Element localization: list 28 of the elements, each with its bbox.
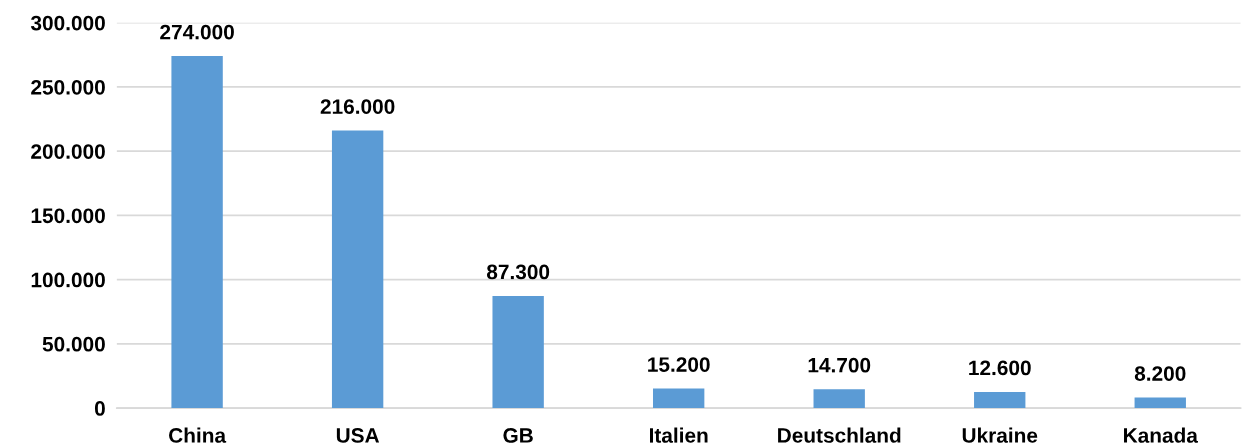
data-label: 12.600	[969, 360, 1031, 376]
x-tick-label: USA	[336, 428, 380, 443]
data-label: 8.200	[1134, 366, 1186, 381]
y-tick-label: 150.000	[31, 208, 105, 224]
bar	[492, 295, 544, 409]
data-label: 15.200	[648, 357, 710, 372]
x-tick-label: GB	[503, 428, 533, 443]
bar	[331, 130, 384, 409]
data-label: 274.000	[160, 24, 234, 40]
bar	[813, 389, 865, 409]
y-tick-label: 100.000	[31, 272, 105, 288]
bar	[171, 56, 223, 409]
data-label: 216.000	[320, 99, 395, 114]
y-tick-label: 300.000	[30, 15, 105, 31]
bar	[1134, 397, 1186, 409]
bar	[652, 388, 705, 409]
y-tick-label: 50.000	[42, 336, 105, 352]
bar	[974, 391, 1026, 409]
x-tick-label: Kanada	[1124, 427, 1199, 443]
x-tick-label: Italien	[649, 427, 708, 443]
y-tick-label: 200.000	[31, 144, 105, 159]
data-label: 14.700	[808, 357, 871, 373]
data-label: 87.300	[486, 264, 550, 280]
y-tick-label: 0	[94, 401, 105, 416]
x-tick-label: China	[169, 427, 227, 443]
y-tick-label: 250.000	[31, 79, 105, 95]
x-tick-label: Deutschland	[778, 427, 901, 443]
x-tick-label: Ukraine	[962, 427, 1038, 443]
